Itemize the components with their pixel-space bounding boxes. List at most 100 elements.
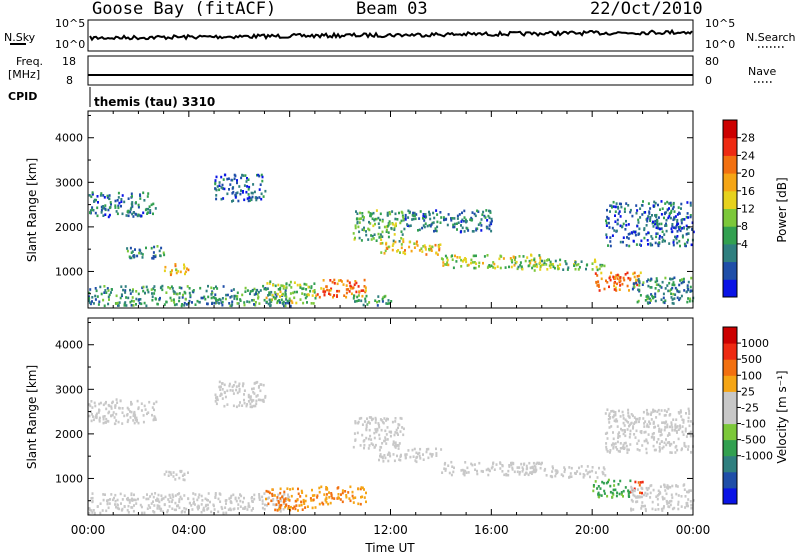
heatmap-cell [543,261,546,264]
heatmap-cell [293,296,296,300]
heatmap-cell [207,284,209,288]
heatmap-cell [511,468,514,471]
heatmap-cell [687,226,690,229]
heatmap-cell [304,506,307,509]
heatmap-cell [650,293,653,296]
heatmap-cell [598,495,601,499]
heatmap-cell [169,273,172,277]
heatmap-cell [469,218,472,221]
heatmap-cell [394,240,397,244]
heatmap-cell [252,298,255,302]
heatmap-cell [129,416,132,419]
heatmap-cell [331,280,334,284]
heatmap-cell [510,265,513,269]
heatmap-cell [102,214,105,217]
colorbar-segment [723,208,737,227]
heatmap-cell [635,211,638,215]
heatmap-cell [592,489,595,493]
heatmap-cell [267,302,270,306]
heatmap-cell [638,449,641,452]
heatmap-cell [252,387,255,390]
heatmap-cell [411,448,414,452]
heatmap-cell [392,223,395,226]
heatmap-cell [170,299,173,302]
velocity-heatmap [88,380,695,515]
heatmap-cell [233,294,236,298]
heatmap-cell [283,493,286,496]
heatmap-cell [186,285,189,288]
heatmap-cell [131,296,134,299]
heatmap-cell [194,493,197,496]
heatmap-cell [91,511,94,514]
heatmap-cell [179,495,182,499]
heatmap-cell [681,418,684,421]
colorbar-segment [723,343,737,360]
heatmap-cell [674,423,677,426]
heatmap-cell [287,498,290,501]
heatmap-cell [365,294,368,298]
heatmap-cell [636,495,639,498]
heatmap-cell [362,440,365,443]
heatmap-cell [303,502,306,505]
heatmap-cell [129,246,132,250]
heatmap-cell [355,290,358,294]
heatmap-cell [686,284,689,287]
heatmap-cell [652,444,655,448]
heatmap-cell [320,485,323,489]
heatmap-cell [689,204,692,207]
heatmap-cell [318,490,321,494]
heatmap-cell [635,204,638,207]
heatmap-cell [672,239,675,242]
heatmap-cell [626,284,629,288]
heatmap-cell [248,185,251,189]
heatmap-cell [352,297,355,300]
heatmap-cell [609,416,612,419]
heatmap-cell [645,447,648,451]
heatmap-cell [155,400,158,404]
heatmap-cell [399,430,402,433]
heatmap-cell [170,271,173,275]
heatmap-cell [639,207,642,210]
heatmap-cell [152,510,155,513]
heatmap-cell [633,487,636,491]
heatmap-cell [674,226,677,230]
heatmap-cell [284,301,287,305]
heatmap-cell [401,214,404,218]
heatmap-cell [95,289,98,293]
heatmap-cell [664,287,667,290]
heatmap-cell [263,507,266,511]
heatmap-cell [623,207,626,211]
heatmap-cell [177,504,180,507]
heatmap-cell [612,488,615,492]
heatmap-cell [678,290,681,293]
heatmap-cell [302,498,305,502]
heatmap-cell [672,241,675,244]
heatmap-cell [117,420,120,424]
heatmap-cell [646,425,649,428]
heatmap-cell [480,229,483,232]
heatmap-cell [663,505,665,508]
heatmap-cell [348,290,351,293]
heatmap-cell [422,453,424,456]
power-colorbar-label: Power [dB] [775,177,789,242]
heatmap-cell [687,297,690,300]
heatmap-cell [359,444,362,447]
heatmap-cell [266,282,269,285]
heatmap-cell [645,224,648,227]
heatmap-cell [183,267,186,270]
heatmap-cell [345,284,348,287]
heatmap-cell [649,242,652,246]
heatmap-cell [192,502,195,505]
heatmap-cell [161,284,164,288]
heatmap-cell [664,276,667,280]
heatmap-cell [508,265,510,269]
heatmap-cell [518,470,521,474]
heatmap-cell [664,299,667,302]
heatmap-cell [164,495,167,499]
heatmap-cell [261,502,264,505]
heatmap-cell [627,223,630,226]
heatmap-cell [230,494,233,498]
heatmap-cell [490,229,493,233]
heatmap-cell [305,494,308,498]
heatmap-cell [671,230,674,233]
